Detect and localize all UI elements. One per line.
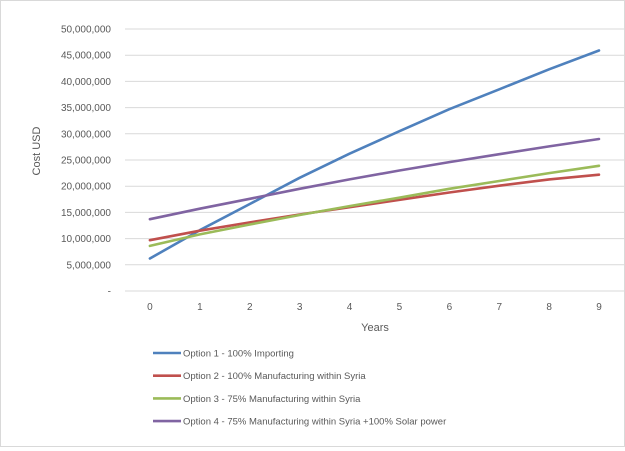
legend-label: Option 1 - 100% Importing [183,349,294,360]
legend-item: Option 3 - 75% Manufacturing within Syri… [153,394,361,405]
series-line-option-2 [148,173,601,242]
x-tick-label: 3 [297,302,303,313]
y-tick-label: 45,000,000 [61,51,111,62]
legend-label: Option 2 - 100% Manufacturing within Syr… [183,371,366,382]
x-tick-label: 2 [247,302,253,313]
legend-label: Option 3 - 75% Manufacturing within Syri… [183,394,361,405]
y-tick-label: - [108,287,111,298]
series-line-option-4 [148,137,601,221]
x-tick-label: 6 [447,302,453,313]
y-tick-label: 40,000,000 [61,77,111,88]
legend-item: Option 4 - 75% Manufacturing within Syri… [153,417,446,428]
x-axis-tick-labels: 0 1 2 3 4 5 6 7 8 9 [147,302,602,313]
y-axis-tick-labels: - 5,000,000 10,000,000 15,000,000 20,000,000… [61,25,111,298]
y-tick-label: 25,000,000 [61,156,111,167]
x-tick-label: 8 [546,302,552,313]
y-tick-label: 50,000,000 [61,25,111,36]
legend-item: Option 2 - 100% Manufacturing within Syr… [153,371,366,382]
legend-item: Option 1 - 100% Importing [153,349,294,360]
y-tick-label: 5,000,000 [67,260,112,271]
x-axis-title: Years [361,322,389,334]
y-axis-title: Cost USD [31,126,43,175]
y-tick-label: 10,000,000 [61,234,111,245]
series-lines [148,49,601,260]
series-line-option-1 [148,49,601,260]
y-tick-label: 35,000,000 [61,103,111,114]
y-tick-label: 20,000,000 [61,182,111,193]
y-tick-label: 15,000,000 [61,208,111,219]
x-tick-label: 4 [347,302,353,313]
x-tick-label: 9 [596,302,602,313]
x-tick-label: 7 [496,302,502,313]
x-tick-label: 0 [147,302,153,313]
legend: Option 1 - 100% Importing Option 2 - 100%… [153,349,446,428]
x-tick-label: 5 [397,302,403,313]
x-tick-label: 1 [197,302,203,313]
gridlines [125,28,624,266]
legend-label: Option 4 - 75% Manufacturing within Syri… [183,417,446,428]
series-line-option-3 [148,164,601,248]
y-tick-label: 30,000,000 [61,129,111,140]
